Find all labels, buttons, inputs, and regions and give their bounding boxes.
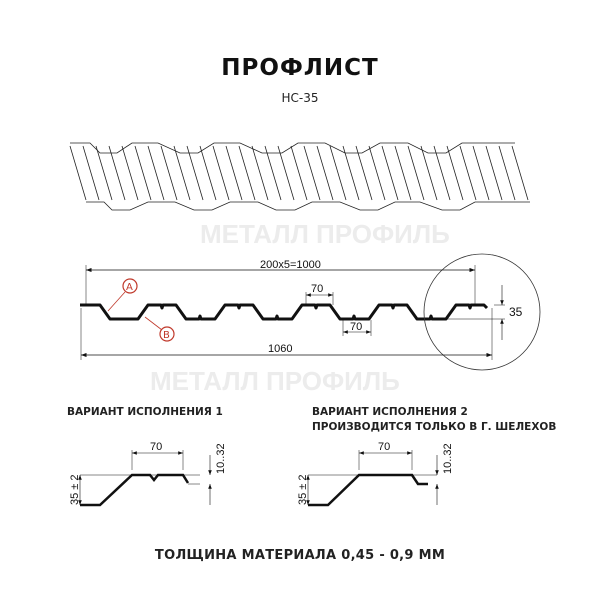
sheet-fold-line: [147, 145, 165, 201]
svg-text:10..32: 10..32: [442, 443, 454, 474]
marker-b: [159, 326, 175, 342]
dim-ridge-top: 70: [311, 283, 323, 295]
svg-text:70: 70: [378, 441, 390, 453]
variant1-profile: 70 35 ± 2 10..32: [69, 441, 227, 507]
sheet-fold-line: [121, 145, 139, 201]
svg-text:A: A: [126, 282, 133, 293]
material-thickness: ТОЛЩИНА МАТЕРИАЛА 0,45 - 0,9 ММ: [154, 548, 446, 563]
variant2-profile: 70 35 ± 2 10..32: [297, 441, 454, 507]
sheet-fold-line: [342, 145, 360, 201]
sheet-fold-line: [303, 145, 321, 201]
sheet-fold-line: [238, 145, 256, 201]
sheet-fold-line: [381, 145, 399, 201]
model-label: НС-35: [281, 91, 319, 105]
watermark: МЕТАЛЛ ПРОФИЛЬ МЕТАЛЛ ПРОФИЛЬ: [150, 219, 450, 396]
sheet-fold-line: [212, 145, 230, 201]
svg-text:10..32: 10..32: [215, 443, 227, 474]
sheet-fold-line: [485, 145, 503, 201]
sheet-fold-line: [355, 145, 373, 201]
sheet-fold-line: [108, 145, 126, 201]
sheet-fold-line: [511, 145, 529, 201]
sheet-fold-line: [368, 145, 386, 201]
sheet-fold-line: [446, 145, 464, 201]
svg-text:70: 70: [150, 441, 162, 453]
page-title: ПРОФЛИСТ: [221, 55, 379, 81]
sheet-fold-line: [173, 145, 191, 201]
sheet-fold-line: [251, 145, 269, 201]
profile-cross-section: 200х5=1000 1060 70 70 35 A B: [80, 253, 541, 371]
dim-total-width: 1060: [268, 343, 292, 355]
detail-circle: [423, 253, 541, 371]
sheet-perspective-drawing: [69, 142, 530, 211]
sheet-fold-line: [420, 145, 438, 201]
variant2-title: ВАРИАНТ ИСПОЛНЕНИЯ 2: [312, 406, 468, 418]
sheet-fold-line: [186, 145, 204, 201]
variant2-note: ПРОИЗВОДИТСЯ ТОЛЬКО В Г. ШЕЛЕХОВ: [312, 421, 557, 433]
variant1-title: ВАРИАНТ ИСПОЛНЕНИЯ 1: [67, 406, 223, 418]
sheet-fold-line: [82, 145, 100, 201]
sheet-edge: [70, 142, 515, 154]
svg-text:МЕТАЛЛ ПРОФИЛЬ: МЕТАЛЛ ПРОФИЛЬ: [150, 366, 400, 396]
sheet-fold-line: [134, 145, 152, 201]
dim-height: 35: [509, 305, 523, 319]
svg-text:B: B: [163, 330, 170, 341]
sheet-fold-line: [199, 145, 217, 201]
svg-text:35 ± 2: 35 ± 2: [69, 474, 81, 505]
svg-text:МЕТАЛЛ ПРОФИЛЬ: МЕТАЛЛ ПРОФИЛЬ: [200, 219, 450, 249]
sheet-fold-line: [225, 145, 243, 201]
sheet-fold-line: [329, 145, 347, 201]
dim-pitch: 200х5=1000: [260, 259, 321, 271]
sheet-fold-line: [498, 145, 516, 201]
marker-a: [122, 278, 138, 294]
sheet-fold-line: [433, 145, 451, 201]
sheet-fold-line: [472, 145, 490, 201]
sheet-fold-line: [290, 145, 308, 201]
sheet-fold-line: [277, 145, 295, 201]
sheet-fold-line: [95, 145, 113, 201]
sheet-fold-line: [264, 145, 282, 201]
dim-trough-bottom: 70: [350, 321, 362, 333]
sheet-fold-line: [459, 145, 477, 201]
sheet-fold-line: [160, 145, 178, 201]
sheet-fold-line: [316, 145, 334, 201]
sheet-fold-line: [69, 145, 87, 201]
sheet-fold-line: [407, 145, 425, 201]
sheet-fold-line: [394, 145, 412, 201]
svg-text:35 ± 2: 35 ± 2: [297, 474, 309, 505]
sheet-edge: [86, 201, 530, 211]
